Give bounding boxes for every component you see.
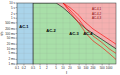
tick-label-y: 200 ms — [5, 27, 15, 31]
boundary-vline — [33, 3, 34, 64]
tick-label-y: 1 s — [11, 16, 16, 20]
zone-label: AC-2 — [46, 28, 56, 33]
tick-y — [16, 48, 18, 49]
grid-line-y — [17, 33, 116, 34]
tick-label-x: 500 — [100, 66, 105, 70]
grid-line-y — [17, 53, 116, 54]
curve — [63, 3, 116, 44]
tick-label-y: 50 ms — [7, 36, 16, 40]
tick-label-x: 10 — [61, 66, 65, 70]
annotation: AC-4,1 — [92, 7, 102, 11]
zone-label: AC-1 — [19, 24, 29, 29]
labels: AC-1AC-2AC-3AC-4AC-4,1AC-4,2AC-4,3 — [19, 7, 101, 36]
tick-label-y: 1 ms — [8, 62, 15, 66]
tick-label-x: 0.2 — [22, 66, 27, 70]
tick-label-x: 2 — [46, 66, 48, 70]
tick-y — [16, 13, 18, 14]
boundary-line — [33, 3, 116, 49]
grid-line-y — [17, 44, 116, 45]
tick-y — [16, 38, 18, 39]
tick-label-x: 20 — [68, 66, 72, 70]
tick-y — [16, 22, 18, 23]
grid-line-y — [17, 38, 116, 39]
axes: 0.10.2 0.51 2 5 1020 50100200 5001000 1 ms2 ms 5… — [5, 1, 113, 70]
y-axis-label: t/s — [0, 31, 4, 35]
grid-line-y — [17, 59, 116, 60]
tick-y — [16, 7, 18, 8]
tick-y — [16, 28, 18, 29]
chart: 0.10.2 0.51 2 5 1020 50100200 5001000 1 ms2 ms 5… — [0, 0, 120, 75]
tick-label-y: 2 ms — [8, 57, 15, 61]
tick-label-x: 1 — [39, 66, 41, 70]
tick-y — [16, 33, 18, 34]
tick-label-x: 100 — [84, 66, 89, 70]
tick-label-x: 0.5 — [31, 66, 36, 70]
tick-label-y: 10 s — [9, 1, 15, 5]
x-axis-label: I — [66, 70, 67, 75]
tick-y — [16, 64, 18, 65]
tick-label-y: 100 ms — [5, 32, 15, 36]
tick-label-y: 5 s — [11, 6, 16, 10]
curve — [63, 3, 116, 59]
tick-y — [16, 53, 18, 54]
plot-area — [17, 3, 116, 64]
tick-y — [16, 59, 18, 60]
grid-line-y — [17, 48, 116, 49]
curve — [63, 3, 116, 53]
tick-label-y: 5 ms — [8, 51, 15, 55]
tick-y — [16, 18, 18, 19]
zone-label: AC-4 — [83, 31, 93, 36]
tick-label-x: 50 — [77, 66, 81, 70]
tick-label-x: 5 — [55, 66, 57, 70]
tick-label-y: 20 ms — [7, 42, 16, 46]
grid-line-y — [17, 28, 116, 29]
tick-label-x: 1000 — [106, 66, 113, 70]
tick-label-y: 10 ms — [7, 47, 16, 51]
annotation: AC-4,3 — [92, 16, 102, 20]
grid — [17, 3, 116, 64]
tick-label-y: 2 s — [11, 12, 16, 16]
tick-label-x: 0.1 — [15, 66, 20, 70]
zone-label: AC-3 — [69, 31, 79, 36]
grid-line-y — [17, 22, 116, 23]
tick-label-x: 200 — [90, 66, 95, 70]
tick-y — [16, 44, 18, 45]
tick-y — [16, 3, 18, 4]
tick-label-y: 500 ms — [5, 21, 15, 25]
zone-ac4 — [17, 3, 116, 64]
frame — [17, 3, 116, 64]
